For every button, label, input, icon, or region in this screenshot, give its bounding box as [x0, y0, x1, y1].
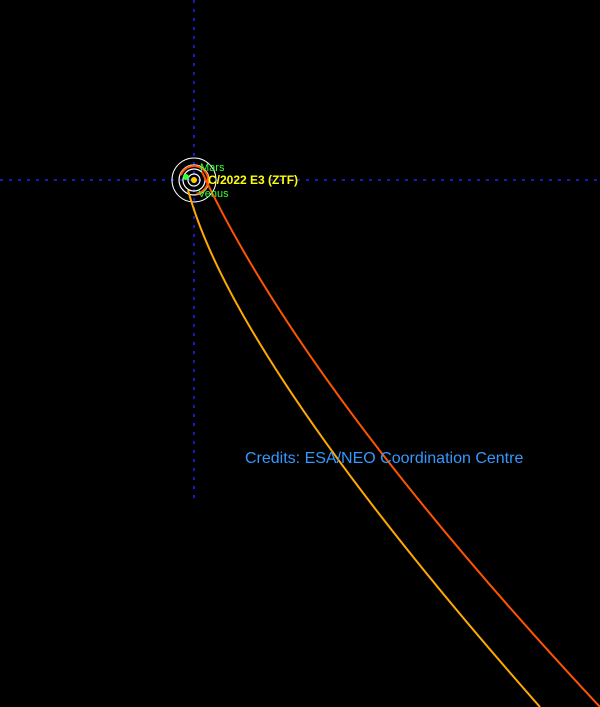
- plot-svg: [0, 0, 600, 707]
- orbit-diagram: Credits: ESA/NEO Coordination Centre Mar…: [0, 0, 600, 707]
- credits-text: Credits: ESA/NEO Coordination Centre: [245, 450, 523, 468]
